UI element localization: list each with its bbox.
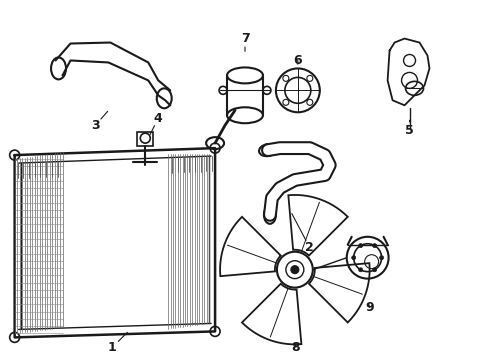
Circle shape (10, 150, 20, 160)
Circle shape (210, 327, 220, 336)
Circle shape (352, 256, 356, 260)
Circle shape (277, 252, 313, 288)
Circle shape (380, 256, 384, 260)
Text: 4: 4 (154, 112, 163, 125)
Text: 6: 6 (294, 54, 302, 67)
Text: 7: 7 (241, 32, 249, 45)
Text: 8: 8 (292, 341, 300, 354)
Circle shape (372, 244, 377, 248)
Circle shape (210, 143, 220, 153)
Circle shape (10, 332, 20, 342)
Circle shape (359, 268, 363, 272)
Circle shape (359, 244, 363, 248)
Text: 5: 5 (405, 124, 414, 137)
Text: 2: 2 (305, 241, 314, 254)
Circle shape (372, 268, 377, 272)
Text: 3: 3 (91, 119, 100, 132)
Text: 1: 1 (108, 341, 117, 354)
Circle shape (291, 266, 299, 274)
Text: 9: 9 (366, 301, 374, 314)
